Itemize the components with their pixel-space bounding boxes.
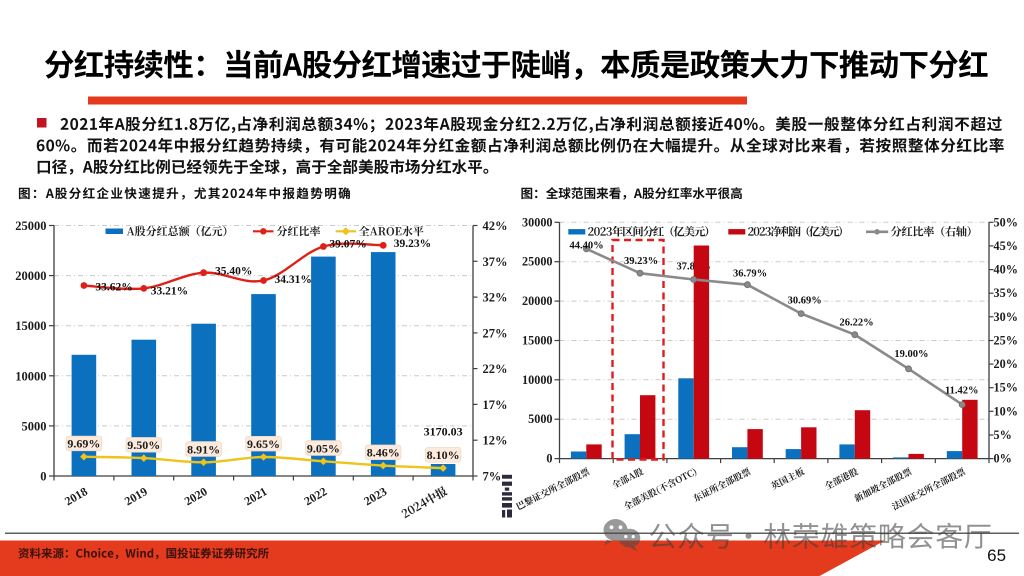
svg-text:33.21%: 33.21% [151,285,188,297]
svg-text:8.10%: 8.10% [427,448,460,462]
svg-text:17%: 17% [483,398,508,412]
svg-text:7%: 7% [483,470,502,484]
svg-text:15%: 15% [994,381,1018,395]
svg-text:15000: 15000 [522,333,552,347]
svg-text:50%: 50% [994,215,1018,229]
svg-text:36.79%: 36.79% [733,269,767,280]
svg-text:0%: 0% [994,452,1012,466]
svg-text:39.23%: 39.23% [394,238,431,250]
svg-text:11.42%: 11.42% [945,386,979,397]
svg-text:27%: 27% [483,326,508,340]
svg-text:65: 65 [987,546,1006,565]
svg-text:9.69%: 9.69% [67,437,100,451]
svg-text:35.40%: 35.40% [215,266,252,278]
svg-text:8.91%: 8.91% [187,442,220,456]
svg-text:10000: 10000 [522,373,552,387]
svg-text:37%: 37% [483,255,508,269]
svg-text:30%: 30% [994,310,1018,324]
svg-text:0: 0 [40,470,46,484]
svg-text:9.50%: 9.50% [127,438,160,452]
svg-text:25000: 25000 [522,255,552,269]
svg-text:9.65%: 9.65% [247,437,280,451]
svg-text:39.23%: 39.23% [624,256,658,267]
svg-text:10000: 10000 [15,369,46,383]
svg-text:5000: 5000 [528,412,552,426]
svg-text:20000: 20000 [522,294,552,308]
svg-text:26.22%: 26.22% [840,317,874,328]
svg-text:19.00%: 19.00% [894,349,928,360]
svg-text:0: 0 [546,452,552,466]
svg-text:39.07%: 39.07% [329,238,366,250]
svg-text:34.31%: 34.31% [275,274,312,286]
svg-text:40%: 40% [994,263,1018,277]
svg-text:25000: 25000 [15,219,46,233]
svg-text:25%: 25% [994,333,1018,347]
svg-text:22%: 22% [483,362,508,376]
svg-text:15000: 15000 [15,319,46,333]
svg-text:3170.03: 3170.03 [424,425,463,439]
svg-text:5000: 5000 [22,419,47,433]
svg-text:12%: 12% [483,434,508,448]
svg-text:5%: 5% [994,428,1012,442]
svg-text:10%: 10% [994,404,1018,418]
svg-text:37.89%: 37.89% [677,261,711,272]
svg-text:33.62%: 33.62% [95,281,132,293]
svg-text:30000: 30000 [522,215,552,229]
svg-text:8.46%: 8.46% [367,446,400,460]
svg-text:20000: 20000 [15,269,46,283]
svg-text:20%: 20% [994,357,1018,371]
svg-text:30.69%: 30.69% [788,296,822,307]
svg-text:32%: 32% [483,291,508,305]
svg-text:42%: 42% [483,219,508,233]
svg-text:35%: 35% [994,286,1018,300]
svg-text:9.05%: 9.05% [307,441,340,455]
svg-text:44.40%: 44.40% [569,241,603,252]
svg-text:45%: 45% [994,239,1018,253]
